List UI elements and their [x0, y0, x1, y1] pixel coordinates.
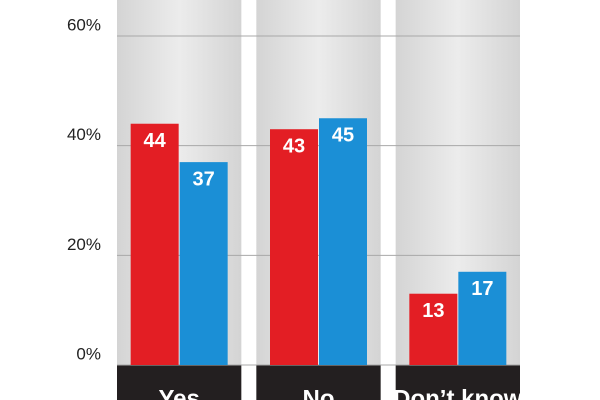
- value-label: 45: [332, 125, 354, 147]
- value-label: 44: [144, 130, 167, 152]
- category-band: [395, 365, 520, 400]
- bar: [270, 129, 318, 365]
- value-label: 17: [471, 278, 493, 300]
- value-label: 37: [193, 168, 215, 190]
- category-band: [256, 365, 381, 400]
- x-tick-label: Don’t know: [393, 385, 523, 400]
- x-tick-label: No: [303, 385, 335, 400]
- bar: [179, 162, 228, 365]
- y-tick-label: 20%: [67, 235, 101, 254]
- bar: [458, 271, 507, 365]
- bar: [319, 118, 367, 365]
- bar: [409, 293, 458, 365]
- bar: [130, 123, 179, 365]
- y-tick-label: 40%: [67, 125, 101, 144]
- y-tick-label: 60%: [67, 15, 101, 34]
- category-band: [117, 365, 242, 400]
- value-label: 13: [422, 300, 444, 322]
- y-tick-label: 0%: [76, 344, 101, 363]
- value-label: 43: [283, 135, 305, 157]
- x-tick-label: Yes: [158, 385, 199, 400]
